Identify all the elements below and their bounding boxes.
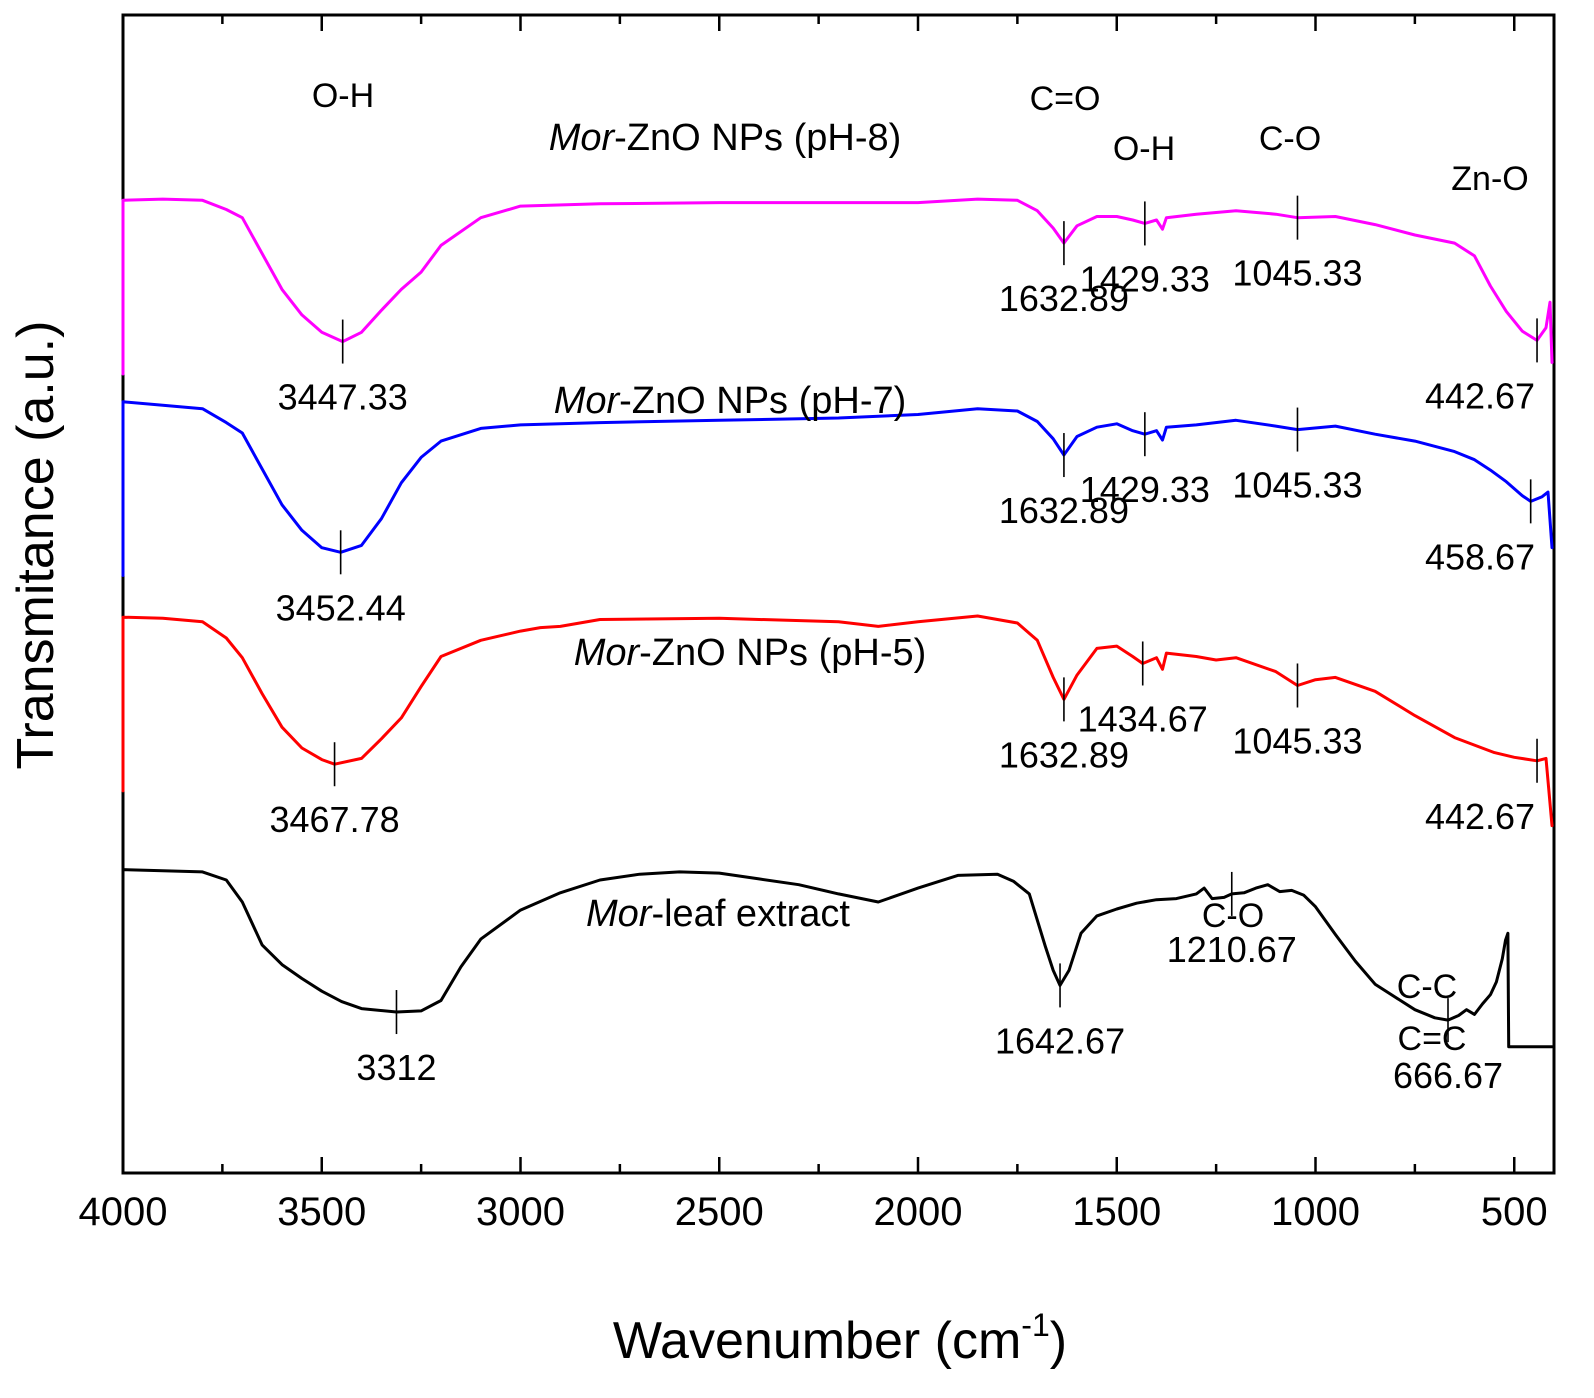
series-label-leaf: Mor-leaf extract — [586, 893, 850, 935]
x-axis-title: Wavenumber (cm-1) — [613, 1307, 1067, 1370]
plot-frame — [121, 13, 1556, 1175]
peak-label: 1632.89 — [999, 278, 1129, 319]
group-label-c-double-o: C=O — [1030, 80, 1101, 118]
peak-label: 3447.33 — [278, 377, 408, 418]
peak-label: 1045.33 — [1232, 465, 1362, 506]
group-label-oh-2: O-H — [1113, 130, 1175, 168]
peak-label: 1045.33 — [1232, 720, 1362, 761]
peak-label: 1045.33 — [1232, 253, 1362, 294]
spectrum-series-3 — [121, 868, 1554, 1049]
spectra-layer — [121, 197, 1554, 1049]
peak-label: 442.67 — [1425, 796, 1535, 837]
x-tick-label: 2500 — [675, 1190, 764, 1234]
peak-label: 3452.44 — [276, 587, 406, 628]
spectrum-series-1 — [121, 400, 1554, 577]
group-labels: O-H C=O O-H C-O Zn-O C-O C-C C=C — [312, 77, 1529, 1058]
spectrum-series-2 — [121, 614, 1554, 828]
x-tick-label: 3000 — [476, 1190, 565, 1234]
group-label-co-2: C-O — [1202, 897, 1264, 935]
series-label-ph8: Mor-ZnO NPs (pH-8) — [549, 117, 902, 159]
peak-label: 1210.67 — [1167, 929, 1297, 970]
x-tick-label: 3500 — [277, 1190, 366, 1234]
group-label-c-double-c: C=C — [1398, 1020, 1467, 1058]
series-label-ph5: Mor-ZnO NPs (pH-5) — [574, 632, 927, 674]
group-label-c-c: C-C — [1397, 968, 1457, 1006]
peak-label: 1632.89 — [999, 490, 1129, 531]
peak-label: 1642.67 — [995, 1020, 1125, 1061]
group-label-zn-o: Zn-O — [1451, 160, 1528, 198]
spectrum-series-0 — [121, 197, 1554, 376]
peak-label: 3467.78 — [269, 799, 399, 840]
peak-label: 666.67 — [1393, 1055, 1503, 1096]
series-labels: Mor-ZnO NPs (pH-8) Mor-ZnO NPs (pH-7) Mo… — [549, 117, 927, 935]
group-label-oh-1: O-H — [312, 77, 374, 115]
peak-label: 1434.67 — [1078, 698, 1208, 739]
series-label-ph7: Mor-ZnO NPs (pH-7) — [554, 380, 907, 422]
peak-label: 1429.33 — [1080, 469, 1210, 510]
peak-label: 1632.89 — [999, 734, 1129, 775]
y-axis-title: Transmitance (a.u.) — [7, 321, 65, 770]
x-axis-ticks: 4000 3500 3000 2500 2000 1500 1000 500 — [79, 15, 1548, 1234]
peak-label: 458.67 — [1425, 536, 1535, 577]
x-tick-label: 2000 — [874, 1190, 963, 1234]
x-tick-label: 500 — [1481, 1190, 1548, 1234]
x-tick-label: 1500 — [1072, 1190, 1161, 1234]
x-tick-label: 4000 — [79, 1190, 168, 1234]
x-tick-label: 1000 — [1271, 1190, 1360, 1234]
peak-label: 442.67 — [1425, 375, 1535, 416]
group-label-co-1: C-O — [1259, 120, 1321, 158]
peak-label: 1429.33 — [1080, 258, 1210, 299]
peak-label: 3312 — [356, 1047, 436, 1088]
